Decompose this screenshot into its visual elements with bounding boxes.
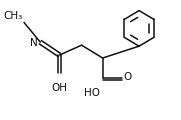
Text: HO: HO	[84, 88, 100, 98]
Text: N: N	[30, 38, 37, 48]
Text: OH: OH	[52, 83, 68, 93]
Text: CH₃: CH₃	[4, 11, 23, 21]
Text: O: O	[124, 72, 132, 82]
